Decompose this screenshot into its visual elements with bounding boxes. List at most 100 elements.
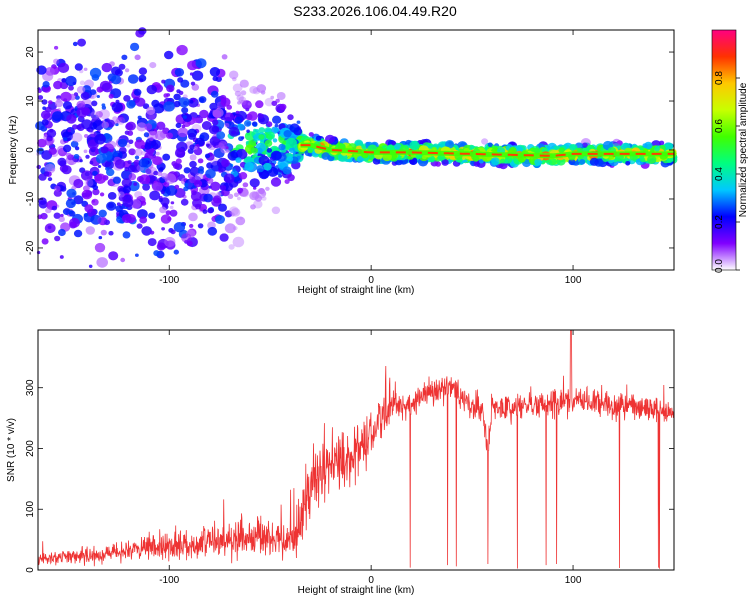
spectrogram-cell (57, 157, 67, 166)
spectrogram-cell (127, 130, 134, 136)
spectrogram-cell (237, 196, 241, 201)
spectrogram-cell (190, 81, 196, 86)
spectrogram-cell (89, 160, 94, 165)
spectrogram-cell (101, 103, 106, 107)
spectrogram-cell (258, 155, 270, 166)
spectrogram-cell (43, 171, 50, 177)
spectrogram-cell (234, 90, 242, 97)
spectrogram-cell (271, 100, 278, 106)
spectrogram-cell (192, 70, 204, 81)
spectrogram-cell (161, 227, 166, 231)
spectrogram-cell (134, 139, 146, 149)
spectrogram-cell (250, 147, 258, 154)
spectrogram-cell (441, 159, 449, 166)
spectrogram-cell (579, 159, 586, 165)
spectrogram-cell (206, 143, 210, 147)
spectrogram-cell (171, 161, 177, 167)
spectrogram-cell (215, 215, 225, 224)
spectrogram-cell (246, 129, 250, 133)
spectrogram-cell (188, 212, 198, 222)
spectrogram-cell (161, 172, 168, 179)
spectrogram-cell (95, 111, 104, 118)
spectrogram-cell (469, 145, 475, 150)
spectrogram-cell (98, 209, 107, 218)
spectrogram-cell (282, 140, 287, 145)
spectrogram-cell (205, 168, 216, 179)
spectrogram-cell (94, 133, 106, 145)
spectrogram-cell (258, 127, 266, 134)
spectrogram-cell (57, 62, 70, 73)
colorbar: 0.0 0.2 0.4 0.6 0.8 Normalized spectral ampl… (711, 29, 749, 273)
spectrogram-cell (258, 134, 265, 140)
spectrogram-cell (230, 208, 241, 217)
spectrogram-cell (184, 182, 189, 187)
spectrogram-cell (37, 95, 44, 100)
spectrogram-cell (276, 92, 286, 100)
spectrogram-cell (236, 94, 244, 102)
spectrogram-cell (577, 147, 583, 153)
spectrogram-cell (666, 157, 673, 163)
spectrogram-cell (283, 130, 292, 138)
spectrogram-cell (63, 144, 72, 153)
spectrogram-cell (204, 153, 211, 159)
spectrogram-cell (548, 157, 557, 166)
spectrogram-cell (61, 165, 72, 175)
spectrogram-cell (189, 160, 197, 168)
spectrogram-cell (155, 151, 160, 156)
y-tick-label: 20 (25, 46, 36, 58)
spectrogram-cell (216, 131, 226, 140)
spectrogram-cell (568, 158, 576, 166)
spectrogram-cell (177, 127, 189, 138)
spectrogram-cell (182, 115, 187, 119)
spectrogram-cell (274, 123, 279, 128)
spectrogram-cell (589, 157, 599, 166)
spectrogram-cell (115, 205, 123, 213)
spectrogram-cell (100, 229, 107, 236)
spectrogram-cell (97, 216, 107, 225)
spectrogram-cell (54, 45, 59, 50)
spectrogram-cell (272, 138, 278, 143)
spectrogram-cell (141, 226, 152, 236)
spectrogram-cell (110, 75, 122, 85)
spectrogram-cell (282, 166, 292, 175)
spectrogram-cell (147, 238, 157, 247)
spectrogram-cell (38, 197, 47, 205)
spectrogram-cell (625, 161, 631, 166)
spectrogram-cell (60, 186, 67, 192)
spectrogram-cell (149, 190, 161, 201)
spectrogram-cell (153, 170, 159, 176)
spectrogram-cell (140, 200, 147, 206)
spectrogram-cell (160, 190, 165, 195)
spectrogram-cell (224, 112, 235, 122)
spectrogram-cell (188, 132, 196, 140)
spectrogram-cell (264, 139, 273, 147)
snr-panel: -100 0 100 0 100 200 300 Height of straight l… (6, 329, 675, 596)
spectrogram-cell (159, 206, 167, 214)
spectrogram-cell (224, 223, 236, 234)
spectrogram-cell (227, 151, 239, 161)
spectrogram-cell (41, 99, 48, 105)
spectrogram-cell (195, 203, 202, 210)
spectrogram-cell (124, 167, 129, 172)
spectrogram-cell (207, 207, 214, 214)
spectrogram-cell (435, 161, 441, 167)
spectrogram-cell (166, 132, 173, 139)
spectrogram-cell (209, 102, 218, 111)
spectrogram-cell (65, 198, 76, 209)
spectrogram-cell (226, 104, 232, 110)
spectrogram-cell (244, 161, 254, 171)
spectrogram-cell (74, 146, 80, 151)
spectrogram-cell (111, 66, 121, 76)
snr-series-line (38, 330, 674, 569)
spectrogram-cell (235, 148, 248, 160)
spectrogram-cell (232, 168, 237, 172)
spectrogram-cell (83, 149, 88, 154)
spectrogram-cell (186, 240, 193, 247)
y-tick-label: -20 (25, 240, 36, 255)
spectrogram-cell (174, 68, 185, 77)
colorbar-tick-label: 0.8 (714, 71, 725, 85)
spectrogram-cell (79, 80, 85, 86)
spectrogram-cell (273, 127, 280, 133)
spectrogram-cell (58, 216, 65, 223)
spectrogram-cell (228, 126, 240, 137)
